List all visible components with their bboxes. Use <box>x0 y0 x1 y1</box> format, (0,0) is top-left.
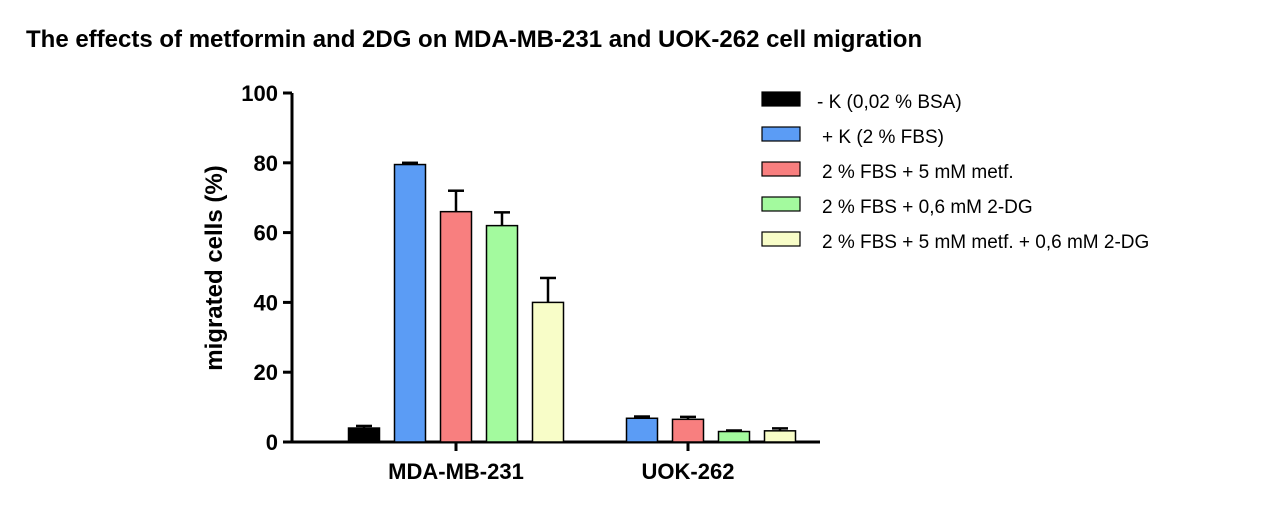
bar <box>439 210 473 443</box>
legend-label: 2 % FBS + 0,6 mM 2-DG <box>822 197 1033 218</box>
y-axis-label: migrated cells (%) <box>201 165 228 370</box>
legend-label: 2 % FBS + 5 mM metf. + 0,6 mM 2-DG <box>822 232 1149 253</box>
x-tick-label: UOK-262 <box>642 459 735 484</box>
y-tick-label: 0 <box>266 430 278 455</box>
y-tick-label: 100 <box>241 81 278 106</box>
bar <box>393 163 427 443</box>
legend-swatch <box>761 196 801 212</box>
chart-title: The effects of metformin and 2DG on MDA-… <box>26 26 923 53</box>
bar <box>485 224 519 443</box>
bar <box>625 417 659 443</box>
legend-label: + K (2 % FBS) <box>822 127 944 148</box>
y-tick-label: 80 <box>254 151 278 176</box>
legend-label: - K (0,02 % BSA) <box>817 92 962 113</box>
bars <box>347 161 797 443</box>
bar <box>347 427 381 443</box>
y-tick-label: 40 <box>254 290 278 315</box>
y-tick-label: 60 <box>254 221 278 246</box>
bar <box>671 418 705 443</box>
legend-swatch <box>761 161 801 177</box>
x-tick-label: MDA-MB-231 <box>388 459 524 484</box>
legend-swatch <box>761 126 801 142</box>
axes: 0 20 40 60 80 100 MDA-MB-231 UOK-262 <box>241 81 820 484</box>
bar <box>717 430 751 443</box>
legend-swatch <box>761 231 801 247</box>
bar <box>763 430 797 443</box>
legend: - K (0,02 % BSA) + K (2 % FBS) 2 % FBS + 5… <box>761 91 1149 253</box>
legend-swatch <box>761 91 801 107</box>
y-tick-label: 20 <box>254 360 278 385</box>
legend-label: 2 % FBS + 5 mM metf. <box>822 162 1014 183</box>
bar <box>531 301 565 443</box>
